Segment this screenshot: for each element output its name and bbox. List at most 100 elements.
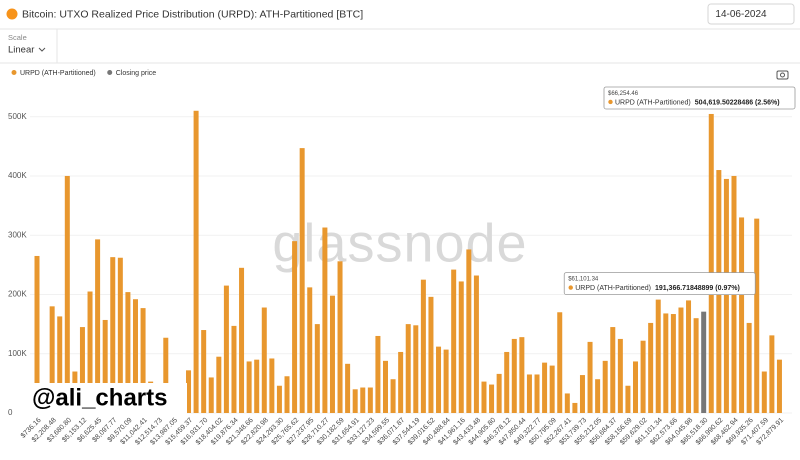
bar xyxy=(579,375,585,413)
tooltip-swatch xyxy=(568,285,573,290)
bar xyxy=(648,322,654,413)
bar xyxy=(390,379,396,413)
bar xyxy=(163,337,169,413)
tooltip-value: 504,619.50228486 (2.56%) xyxy=(695,99,780,106)
bar xyxy=(549,365,555,413)
bar xyxy=(587,341,593,413)
bar xyxy=(557,312,563,413)
bar xyxy=(239,267,245,413)
bars xyxy=(34,110,782,414)
camera-body[interactable] xyxy=(776,70,789,80)
bar xyxy=(708,113,714,413)
bar xyxy=(292,241,298,413)
bar xyxy=(473,275,479,413)
bar xyxy=(504,351,510,413)
camera-icon[interactable] xyxy=(776,70,789,80)
bar xyxy=(701,311,707,413)
bar xyxy=(746,322,752,413)
tooltip-series: URPD (ATH-Partitioned) xyxy=(615,99,691,106)
bar xyxy=(132,299,138,413)
bar xyxy=(299,148,305,413)
credit: @ali_charts xyxy=(32,384,167,411)
x-axis: $736.16$2,208.48$3,680.80$5,153.12$6,625… xyxy=(20,417,785,447)
bar xyxy=(79,327,85,413)
bar xyxy=(769,335,775,413)
bar xyxy=(542,362,548,413)
bar xyxy=(655,299,661,413)
bar xyxy=(693,318,699,413)
bar xyxy=(276,385,282,413)
legend: URPD (ATH-Partitioned) Closing price xyxy=(11,70,157,77)
bar xyxy=(413,325,419,413)
bar xyxy=(193,110,199,414)
camera-lens[interactable] xyxy=(780,72,785,78)
bar xyxy=(307,287,313,413)
bar xyxy=(87,291,93,413)
bar xyxy=(776,359,782,413)
bar xyxy=(496,373,502,413)
bitcoin-icon xyxy=(6,8,18,20)
bar xyxy=(761,371,767,413)
tooltips: $61,101.34 URPD (ATH-Partitioned) 191,366.… xyxy=(563,86,796,295)
bar xyxy=(678,307,684,413)
bar xyxy=(231,325,237,413)
bar xyxy=(284,376,290,413)
bar xyxy=(246,361,252,413)
bar xyxy=(117,257,123,413)
bar xyxy=(352,389,358,413)
bar xyxy=(269,358,275,413)
bar xyxy=(686,300,692,413)
tooltip-series: URPD (ATH-Partitioned) xyxy=(575,285,651,292)
bar xyxy=(261,307,267,413)
y-tick-label: 500K xyxy=(8,112,27,121)
y-tick-label: 100K xyxy=(8,349,27,358)
bar xyxy=(140,308,146,413)
bar xyxy=(110,257,116,413)
bar xyxy=(95,239,101,413)
tooltip-title: $61,101.34 xyxy=(568,277,599,283)
legend-swatch[interactable] xyxy=(107,70,113,75)
bar xyxy=(519,337,525,413)
bar xyxy=(458,281,464,413)
bar xyxy=(739,217,745,413)
bar xyxy=(254,359,260,413)
y-tick-label: 400K xyxy=(8,171,27,180)
bar xyxy=(602,360,608,413)
bar xyxy=(595,379,601,413)
dropdown-chevron[interactable] xyxy=(38,47,46,52)
bar xyxy=(754,218,760,413)
date[interactable]: 14-06-2024 xyxy=(715,9,767,20)
bar xyxy=(398,351,404,413)
chart-title: Bitcoin: UTXO Realized Price Distributio… xyxy=(22,8,363,20)
bar xyxy=(64,175,70,413)
bar xyxy=(633,361,639,413)
scale-dropdown[interactable]: Linear xyxy=(8,45,34,56)
bar xyxy=(723,178,729,413)
watermark: glassnode xyxy=(272,213,527,273)
date-box[interactable] xyxy=(707,3,795,25)
bar xyxy=(125,292,131,413)
bar xyxy=(405,324,411,413)
bar xyxy=(375,335,381,413)
bar xyxy=(572,402,578,413)
tooltip-swatch xyxy=(608,99,613,105)
tooltip-title: $66,254.46 xyxy=(608,91,639,97)
y-tick-label: 300K xyxy=(8,230,27,239)
bar xyxy=(314,324,320,413)
bar xyxy=(481,381,487,413)
bar xyxy=(49,306,55,413)
bar xyxy=(489,384,495,413)
legend-label[interactable]: URPD (ATH-Partitioned) xyxy=(20,70,96,77)
legend-swatch[interactable] xyxy=(11,70,17,75)
credit-box xyxy=(29,383,187,414)
bar xyxy=(663,313,669,413)
legend-label[interactable]: Closing price xyxy=(116,70,157,77)
bar xyxy=(466,249,472,413)
bar xyxy=(102,319,108,413)
bar xyxy=(337,261,343,413)
bar xyxy=(534,374,540,413)
bar xyxy=(360,387,366,413)
bar xyxy=(382,360,388,413)
bar xyxy=(564,393,570,413)
